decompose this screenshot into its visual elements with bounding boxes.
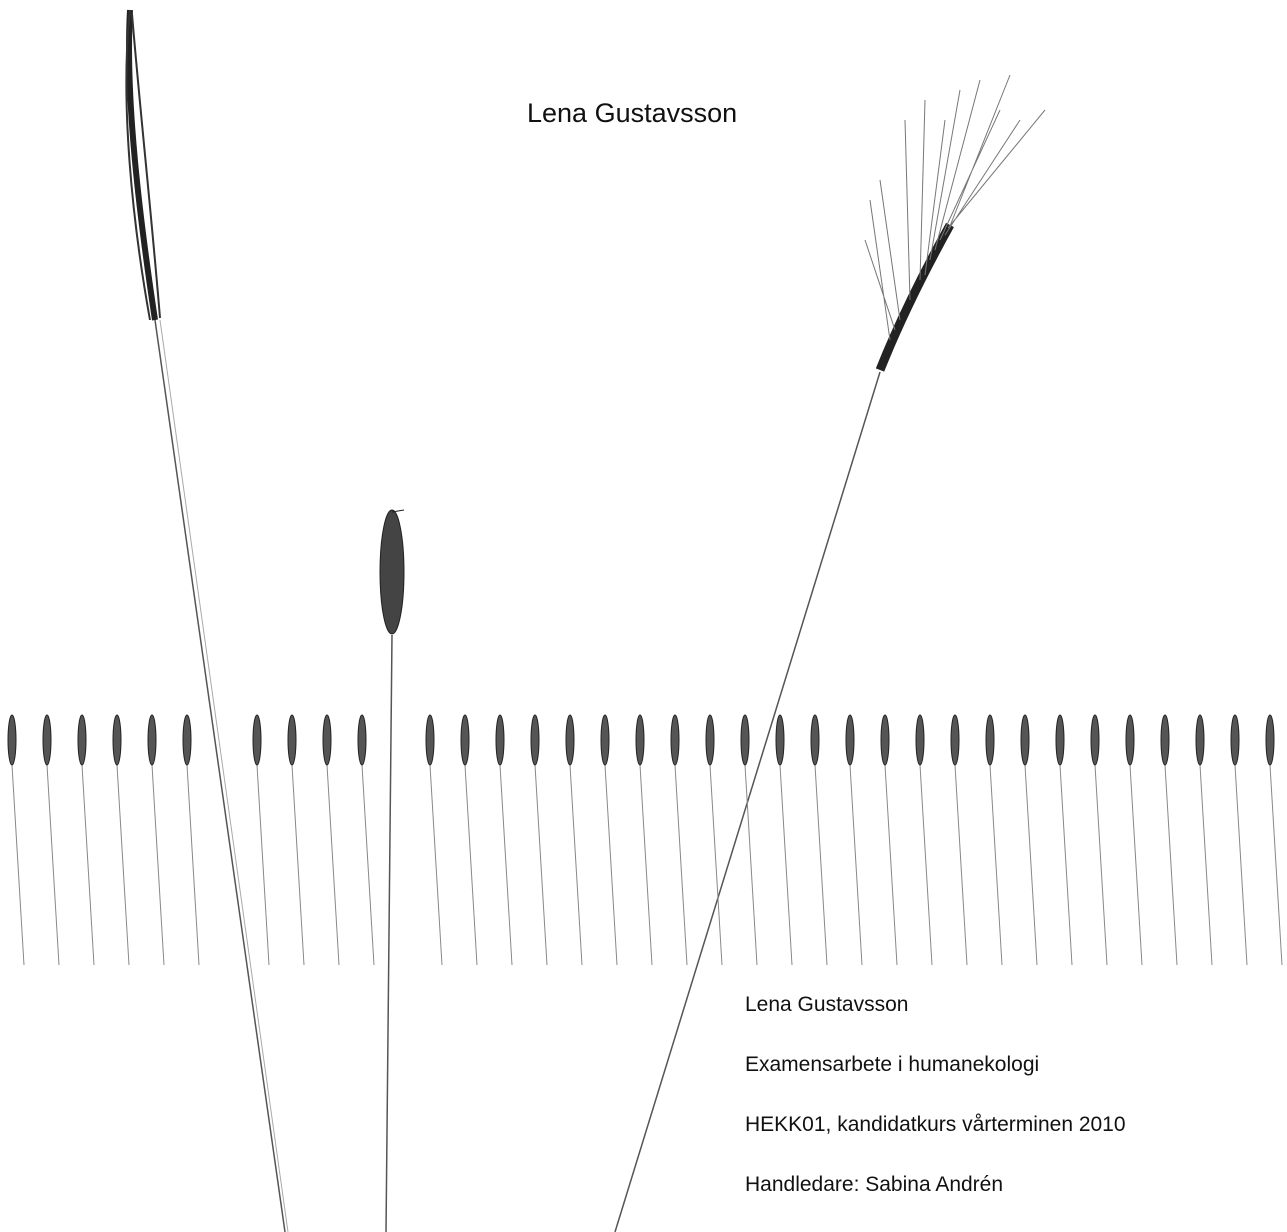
small-stem xyxy=(605,765,617,965)
small-stem xyxy=(465,765,477,965)
grass-illustration xyxy=(0,0,1287,1232)
course: HEKK01, kandidatkurs vårterminen 2010 xyxy=(745,1113,1126,1137)
small-spike xyxy=(496,715,504,765)
small-stem xyxy=(362,765,374,965)
small-stem xyxy=(570,765,582,965)
middle-grass xyxy=(380,510,404,1232)
small-stem xyxy=(1060,765,1072,965)
small-spike xyxy=(426,715,434,765)
small-spike xyxy=(566,715,574,765)
small-spike xyxy=(776,715,784,765)
small-spike xyxy=(253,715,261,765)
small-spike xyxy=(531,715,539,765)
small-stem xyxy=(257,765,269,965)
small-spike xyxy=(601,715,609,765)
small-spike xyxy=(461,715,469,765)
small-stem xyxy=(745,765,757,965)
small-spike xyxy=(1091,715,1099,765)
small-spike xyxy=(951,715,959,765)
small-stem xyxy=(640,765,652,965)
small-stem xyxy=(292,765,304,965)
small-spike xyxy=(1056,715,1064,765)
small-spike xyxy=(881,715,889,765)
small-stem xyxy=(1095,765,1107,965)
small-stem xyxy=(990,765,1002,965)
small-stem xyxy=(850,765,862,965)
small-stem xyxy=(710,765,722,965)
small-stem xyxy=(327,765,339,965)
small-spike xyxy=(183,715,191,765)
small-spike xyxy=(916,715,924,765)
small-spike xyxy=(1161,715,1169,765)
small-spike xyxy=(78,715,86,765)
small-spike xyxy=(8,715,16,765)
small-stem xyxy=(1130,765,1142,965)
small-stem xyxy=(117,765,129,965)
small-stem xyxy=(920,765,932,965)
small-spike xyxy=(323,715,331,765)
small-stem xyxy=(187,765,199,965)
small-stem xyxy=(82,765,94,965)
small-stem xyxy=(500,765,512,965)
small-spike xyxy=(1266,715,1274,765)
small-spike xyxy=(986,715,994,765)
page: {"header": {"title": "Lena Gustavsson"},… xyxy=(0,0,1287,1232)
thesis-type: Examensarbete i humanekologi xyxy=(745,1053,1039,1077)
small-stem xyxy=(1270,765,1282,965)
small-stem xyxy=(152,765,164,965)
small-spike xyxy=(706,715,714,765)
small-stem xyxy=(1025,765,1037,965)
small-spike xyxy=(741,715,749,765)
small-spike xyxy=(811,715,819,765)
small-stem xyxy=(1235,765,1247,965)
small-spike xyxy=(148,715,156,765)
small-spike xyxy=(1196,715,1204,765)
supervisor: Handledare: Sabina Andrén xyxy=(745,1173,1003,1197)
small-stem xyxy=(885,765,897,965)
small-stem xyxy=(815,765,827,965)
author: Lena Gustavsson xyxy=(745,993,908,1017)
grass-row xyxy=(8,715,1282,965)
small-spike xyxy=(1231,715,1239,765)
small-spike xyxy=(113,715,121,765)
small-spike xyxy=(636,715,644,765)
small-spike xyxy=(671,715,679,765)
small-stem xyxy=(675,765,687,965)
small-stem xyxy=(780,765,792,965)
small-stem xyxy=(955,765,967,965)
small-spike xyxy=(43,715,51,765)
small-stem xyxy=(430,765,442,965)
cover-title: Lena Gustavsson xyxy=(527,98,737,129)
small-stem xyxy=(12,765,24,965)
small-spike xyxy=(1126,715,1134,765)
small-stem xyxy=(1200,765,1212,965)
small-stem xyxy=(47,765,59,965)
small-stem xyxy=(535,765,547,965)
small-spike xyxy=(1021,715,1029,765)
small-spike xyxy=(288,715,296,765)
tall-grass xyxy=(126,10,288,1232)
small-spike xyxy=(358,715,366,765)
small-spike xyxy=(846,715,854,765)
small-stem xyxy=(1165,765,1177,965)
